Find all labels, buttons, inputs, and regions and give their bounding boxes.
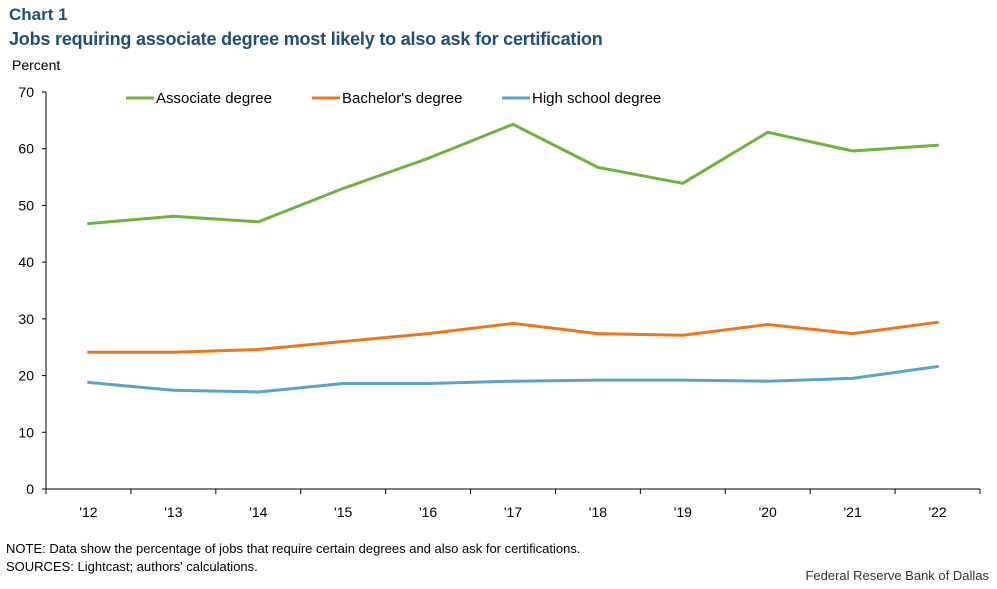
x-tick-label: '21 <box>844 504 862 520</box>
x-tick-label: '16 <box>419 504 437 520</box>
legend-label: Associate degree <box>156 90 272 107</box>
x-tick-label: '14 <box>249 504 267 520</box>
y-tick-label: 40 <box>18 254 34 270</box>
chart-credit: Federal Reserve Bank of Dallas <box>805 568 989 583</box>
line-chart: 0 10 20 30 40 50 60 70 '12 '13 '14 '15 '16 '17 '18 '19 '… <box>0 0 997 589</box>
y-tick-label: 10 <box>18 424 34 440</box>
legend-label: High school degree <box>532 90 661 107</box>
x-tick-label: '19 <box>674 504 692 520</box>
y-tick-label: 60 <box>18 141 34 157</box>
x-tick-label: '15 <box>334 504 352 520</box>
series-line-associate-degree <box>89 124 938 223</box>
y-tick-label: 0 <box>26 481 34 497</box>
series-line-bachelor-s-degree <box>89 322 938 352</box>
y-tick-label: 70 <box>18 84 34 100</box>
x-tick-label: '17 <box>504 504 522 520</box>
series-line-high-school-degree <box>89 367 938 393</box>
x-tick-label: '12 <box>79 504 97 520</box>
y-tick-label: 50 <box>18 197 34 213</box>
chart-note: NOTE: Data show the percentage of jobs t… <box>6 541 580 556</box>
x-tick-label: '13 <box>164 504 182 520</box>
x-tick-label: '20 <box>759 504 777 520</box>
x-tick-label: '22 <box>928 504 946 520</box>
chart-sources: SOURCES: Lightcast; authors' calculation… <box>6 559 258 574</box>
y-tick-label: 20 <box>18 368 34 384</box>
x-tick-label: '18 <box>589 504 607 520</box>
legend-label: Bachelor's degree <box>342 90 462 107</box>
y-tick-label: 30 <box>18 311 34 327</box>
